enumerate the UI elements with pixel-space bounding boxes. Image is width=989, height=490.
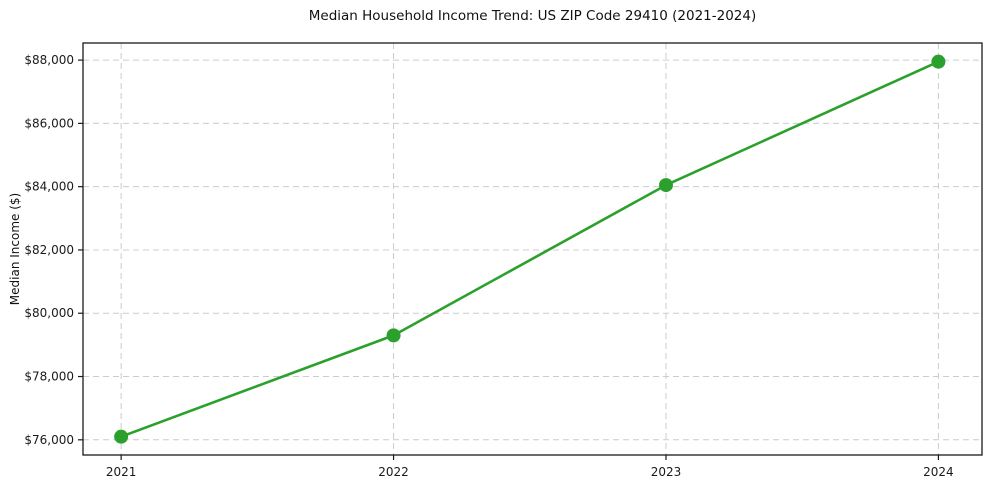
axes-spines <box>82 42 983 456</box>
x-tick-label: 2023 <box>651 465 682 479</box>
y-tick-label: $86,000 <box>24 116 74 130</box>
y-tick-label: $76,000 <box>24 433 74 447</box>
income-trend-line <box>119 60 940 438</box>
data-point-marker <box>114 429 129 444</box>
data-point-marker <box>931 54 946 69</box>
y-tick-label: $78,000 <box>24 370 74 384</box>
y-tick-label: $84,000 <box>24 180 74 194</box>
y-tick-label: $88,000 <box>24 53 74 67</box>
data-point-marker <box>386 328 401 343</box>
y-tick-label: $82,000 <box>24 243 74 257</box>
chart-title: Median Household Income Trend: US ZIP Co… <box>308 8 757 24</box>
x-tick-label: 2021 <box>106 465 137 479</box>
data-point-marker <box>658 178 673 193</box>
x-tick-label: 2024 <box>923 465 954 479</box>
x-tick-label: 2022 <box>378 465 409 479</box>
y-tick-label: $80,000 <box>24 306 74 320</box>
